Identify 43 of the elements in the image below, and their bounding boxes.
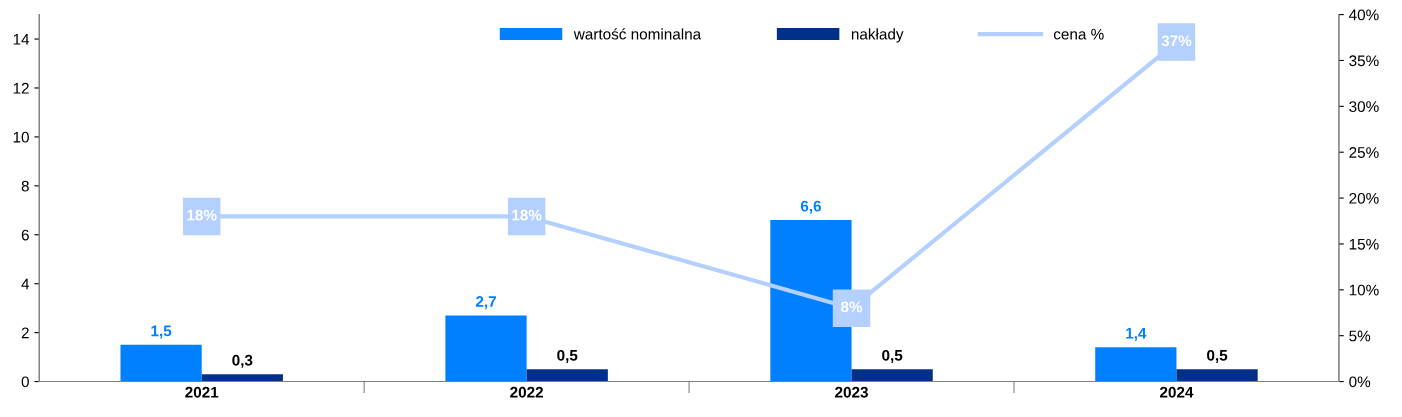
bar [851, 369, 933, 382]
y2-tick-label: 25% [1349, 147, 1379, 158]
x-tick-label: 2021 [185, 386, 219, 398]
data-label: 18% [187, 209, 217, 221]
bar [1095, 347, 1177, 382]
y-tick-label: 6 [21, 229, 29, 241]
x-tick-label: 2023 [835, 386, 868, 398]
data-label: 18% [512, 209, 542, 221]
bar [120, 344, 202, 382]
y2-tick-label: 15% [1349, 238, 1379, 250]
data-label: 8% [840, 301, 863, 313]
data-label: 0,5 [882, 349, 903, 363]
y2-tick-label: 35% [1349, 55, 1379, 67]
bar [526, 369, 608, 382]
y-tick-label: 2 [21, 327, 29, 339]
y-tick-label: 0 [21, 376, 29, 388]
y-tick-label: 10 [13, 131, 29, 143]
y2-tick-label: 10% [1349, 284, 1379, 296]
legend-label: cena % [1053, 28, 1104, 40]
data-label: 6,6 [800, 200, 821, 214]
y2-tick-label: 40% [1348, 9, 1379, 21]
legend-label: nakłady [851, 28, 904, 43]
data-label: 1,4 [1126, 328, 1147, 341]
data-label: 1,5 [151, 325, 172, 339]
x-tick-label: 2024 [1159, 386, 1194, 398]
y-tick-label: 8 [21, 180, 29, 192]
y-tick-label: 4 [21, 278, 30, 290]
y2-tick-label: 20% [1349, 192, 1379, 204]
y2-tick-label: 0% [1349, 376, 1371, 388]
x-tick-label: 2022 [510, 386, 544, 398]
bar [445, 315, 527, 382]
legend-label: wartość nominalna [573, 28, 702, 40]
data-label: 0,5 [1207, 349, 1228, 363]
y2-tick-label: 5% [1349, 330, 1371, 342]
data-label: 0,3 [232, 354, 253, 368]
y2-tick-label: 30% [1349, 101, 1379, 113]
data-label: 2,7 [475, 296, 496, 310]
y-tick-label: 14 [13, 34, 30, 45]
bar [1176, 369, 1258, 382]
data-label: 37% [1161, 35, 1192, 47]
bar [201, 374, 283, 382]
data-label: 0,5 [557, 349, 578, 363]
y-tick-label: 12 [13, 82, 29, 94]
